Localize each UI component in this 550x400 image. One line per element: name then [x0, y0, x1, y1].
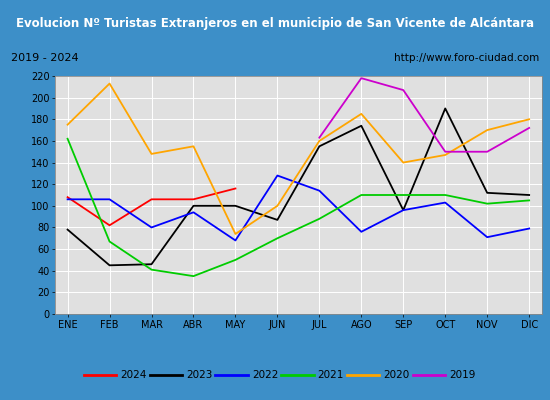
- Text: 2023: 2023: [186, 370, 212, 380]
- Text: 2020: 2020: [383, 370, 410, 380]
- Text: 2021: 2021: [307, 371, 333, 381]
- Text: 2023: 2023: [179, 371, 205, 381]
- Text: Evolucion Nº Turistas Extranjeros en el municipio de San Vicente de Alcántara: Evolucion Nº Turistas Extranjeros en el …: [16, 18, 534, 30]
- Text: 2020: 2020: [371, 371, 398, 381]
- Text: 2024: 2024: [114, 371, 141, 381]
- Text: 2024: 2024: [120, 370, 147, 380]
- Text: 2019: 2019: [436, 371, 462, 381]
- Text: 2022: 2022: [243, 371, 270, 381]
- Text: 2021: 2021: [318, 370, 344, 380]
- Text: 2022: 2022: [252, 370, 278, 380]
- Text: http://www.foro-ciudad.com: http://www.foro-ciudad.com: [394, 53, 539, 63]
- Text: 2019: 2019: [449, 370, 476, 380]
- Text: 2019 - 2024: 2019 - 2024: [11, 53, 79, 63]
